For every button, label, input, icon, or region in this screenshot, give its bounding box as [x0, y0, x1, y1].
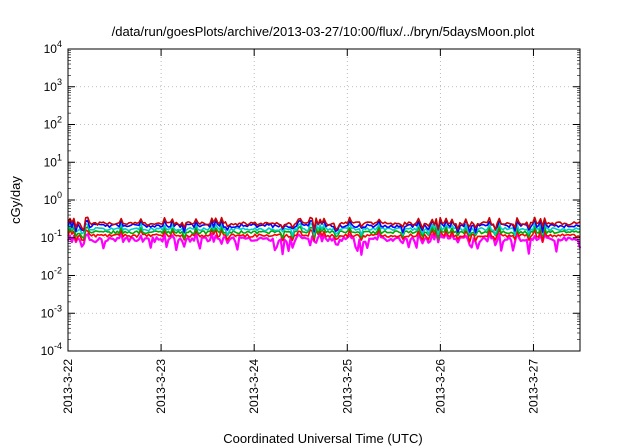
series-line [67, 228, 581, 243]
y-axis-label: cGy/day [8, 176, 23, 224]
x-axis-label: Coordinated Universal Time (UTC) [223, 431, 422, 446]
series-line [66, 231, 582, 256]
x-tick-label: 2013-3-23 [154, 359, 168, 414]
x-tick-label: 2013-3-27 [526, 359, 540, 414]
y-tick-label: 102 [44, 115, 62, 132]
y-tick-label: 103 [44, 77, 62, 94]
series-group [66, 216, 582, 256]
grid [68, 49, 580, 351]
y-tick-label: 101 [44, 152, 62, 169]
y-tick-label: 104 [44, 39, 62, 56]
x-axis: 2013-3-22 2013-3-23 2013-3-24 2013-3-25 2013… [61, 49, 540, 414]
series-line [67, 222, 581, 237]
y-tick-label: 10-3 [41, 303, 62, 320]
y-tick-label: 10-4 [41, 341, 62, 358]
series-line [67, 216, 581, 231]
y-tick-label: 100 [44, 190, 62, 207]
x-tick-label: 2013-3-25 [340, 359, 354, 414]
x-tick-label: 2013-3-24 [247, 359, 261, 414]
y-axis: 10-4 10-3 10-2 10-1 100 101 102 103 104 [41, 39, 580, 358]
y-tick-label: 10-1 [41, 228, 62, 245]
x-tick-label: 2013-3-26 [433, 359, 447, 414]
y-tick-label: 10-2 [41, 266, 62, 283]
x-tick-label: 2013-3-22 [61, 359, 75, 414]
chart-title: /data/run/goesPlots/archive/2013-03-27/1… [112, 24, 535, 39]
